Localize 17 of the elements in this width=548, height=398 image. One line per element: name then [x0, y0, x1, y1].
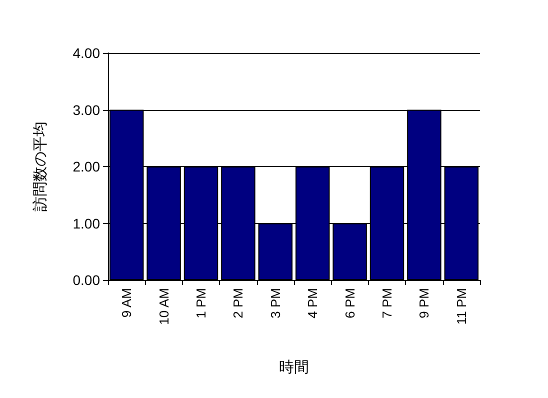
y-tick-label: 2.00 — [72, 158, 100, 174]
x-tick-label: 1 PM — [194, 288, 208, 318]
x-tick-label: 4 PM — [305, 288, 320, 318]
x-tick-label: 9 AM — [119, 288, 134, 318]
y-tick-label: 1.00 — [72, 215, 100, 232]
x-tick-label: 11 PM — [454, 288, 469, 325]
y-tick-label: 3.00 — [72, 102, 100, 118]
x-tick-label: 9 PM — [416, 288, 432, 318]
x-tick-label: 3 PM — [268, 288, 283, 318]
x-tick-label: 6 PM — [342, 288, 358, 318]
x-tick-label: 10 AM — [156, 288, 172, 325]
y-tick-label: 4.00 — [72, 45, 100, 61]
y-tick-label: 0.00 — [72, 272, 100, 288]
x-tick-label: 7 PM — [380, 288, 394, 318]
x-tick-label: 2 PM — [230, 288, 246, 318]
y-axis-title: 訪問数の平均 — [32, 122, 49, 212]
x-axis-title: 時間 — [279, 359, 309, 376]
